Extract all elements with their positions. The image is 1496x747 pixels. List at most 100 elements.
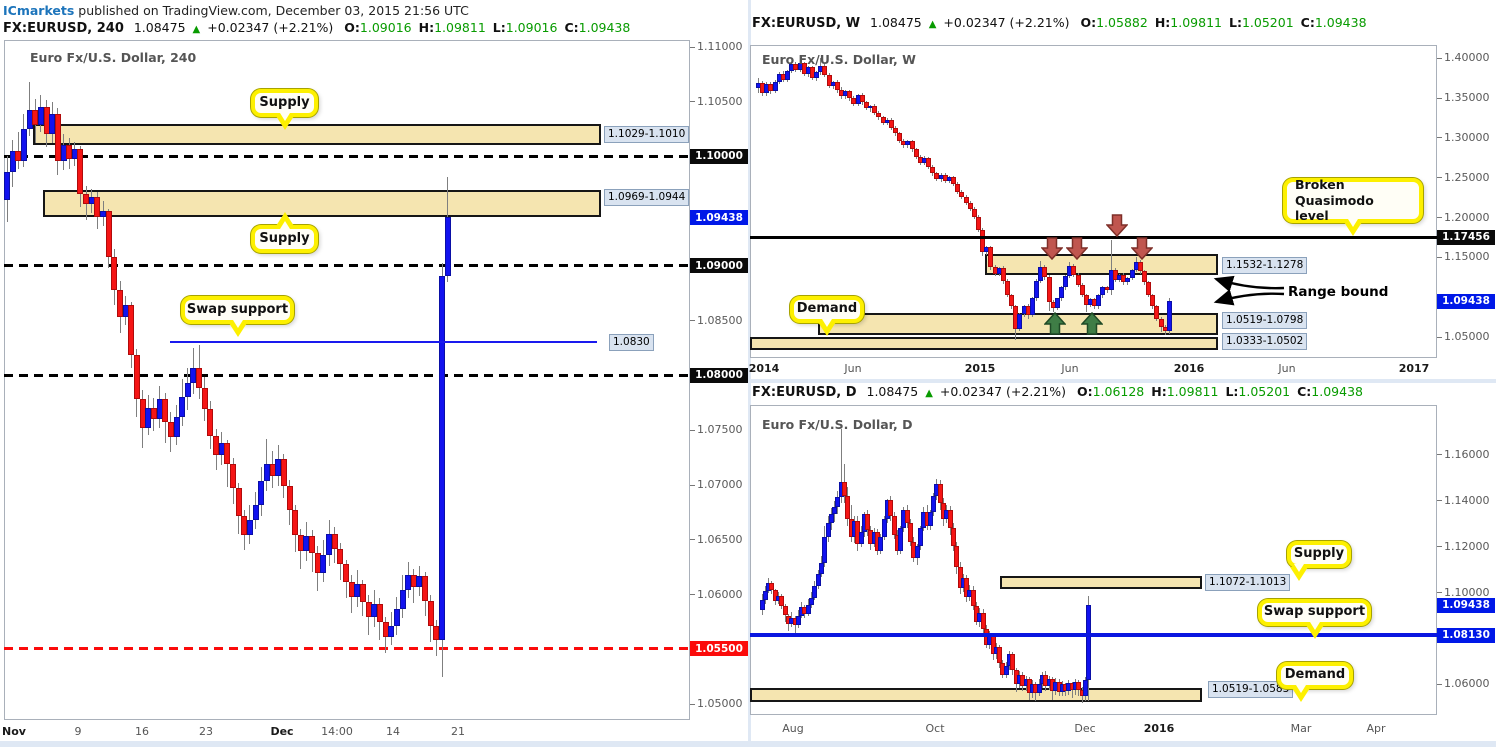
price-tick-mark [690,320,695,322]
candle-down [1010,654,1016,671]
last-price-daily: 1.08475 [866,384,919,399]
candle-down [196,368,203,389]
candle-up [20,128,27,162]
ohlc-value: 1.09016 [505,20,558,35]
candle-down [133,355,140,400]
candle-down [872,105,878,113]
price-tick-mark [1437,546,1442,548]
candle-up [71,149,78,160]
candle-down [280,459,287,486]
ohlc-value: 1.09016 [359,20,412,35]
candle-up [881,518,887,538]
candle-up [218,442,225,455]
candle-down [1009,295,1015,307]
price-tick-label: 1.06000 [697,587,743,601]
candle-up [927,511,933,526]
ohlc-value: 1.05201 [1238,384,1291,399]
candle-up [1058,287,1064,299]
candle-up [822,536,828,564]
candle-down [1154,306,1160,320]
ohlc-label: C: [1297,384,1312,399]
candle-down [376,603,383,623]
candle-up [444,217,451,277]
candle-down [162,399,169,423]
candle-down [422,576,429,601]
candle-down [1137,261,1143,272]
candle-down [94,196,101,218]
candle-up [812,585,818,598]
candle-up [1108,269,1114,291]
price-tick-mark [1437,177,1442,179]
green-up-arrow-icon [1043,311,1067,335]
ohlc-weekly: O:1.05882 H:1.09811 L:1.05201 C:1.09438 [1073,15,1366,30]
candle-down [427,600,434,626]
chart-plot-240[interactable] [4,40,690,720]
price-tick-label: 1.15000 [1444,250,1490,264]
candle-up [1029,298,1035,316]
price-tick-mark [1437,57,1442,59]
candle-down [865,514,871,531]
supply-demand-zone [985,254,1218,275]
candle-down [975,217,981,230]
time-tick-label: 2014 [748,362,780,375]
time-tick-label: 21 [451,725,465,738]
candle-down [930,166,936,174]
symbol-240[interactable]: FX:EURUSD, 240 [3,21,124,36]
candle-down [950,527,956,547]
candle-down [150,407,157,419]
candle-down [1146,282,1152,296]
candle-down [970,589,976,606]
ohlc-value: 1.09438 [1314,15,1367,30]
candle-up [275,459,282,476]
candle-down [859,95,865,103]
symbol-weekly[interactable]: FX:EURUSD, W [752,16,861,31]
candle-up [931,495,937,512]
candle-up [809,597,814,606]
candle-down [822,65,828,76]
time-tick-label: Mar [1290,722,1312,735]
candle-down [1141,271,1147,283]
dashed-level-line [4,373,690,377]
candle-down [286,485,293,510]
candle-down [1005,280,1010,296]
price-tick-label: 1.10000 [1444,585,1490,599]
zone-range-label: 1.1532-1.1278 [1222,257,1308,274]
candle-up [88,196,95,205]
price-tick-mark [690,594,695,595]
candle-up [1096,295,1102,307]
price-tick-mark [690,703,695,705]
ohlc-label: C: [1300,15,1315,30]
candle-down [834,81,840,90]
supply-demand-zone [43,189,601,218]
red-down-arrow-icon [1065,237,1089,261]
bottom-strip [0,741,1496,747]
attribution-line: ICmarkets published on TradingView.com, … [3,3,469,18]
candle-down [365,601,372,617]
candle-down [913,149,919,157]
callout-tail-inner [1309,622,1320,630]
candle-up [814,72,820,78]
candle-down [337,549,344,565]
ohlc-value: 1.09438 [578,20,631,35]
time-tick-label: Oct [925,722,945,735]
zone-range-label: 1.0519-1.0798 [1222,312,1308,329]
ohlc-daily: O:1.06128 H:1.09811 L:1.05201 C:1.09438 [1070,384,1363,399]
candle-up [1036,683,1042,694]
callout-tail-inner [1296,685,1306,693]
candle-down [997,647,1003,664]
candle-down [937,484,943,503]
publisher-name[interactable]: ICmarkets [3,3,75,18]
candle-up [49,114,56,135]
time-tick-label: 2015 [964,362,996,375]
candle-down [963,197,969,203]
candle-down [269,463,276,476]
chart-header-weekly: FX:EURUSD, W 1.08475 ▲ +0.02347 (+2.21%)… [752,15,1367,31]
candle-down [66,145,73,160]
candle-down [1079,284,1085,296]
callout-broken-quasimodo-level: Broken Quasimodo level [1283,177,1423,236]
zone-range-label: 1.0969-1.0944 [604,189,690,206]
price-badge: 1.17456 [1437,229,1495,245]
symbol-daily[interactable]: FX:EURUSD, D [752,385,857,400]
candle-up [439,276,446,640]
